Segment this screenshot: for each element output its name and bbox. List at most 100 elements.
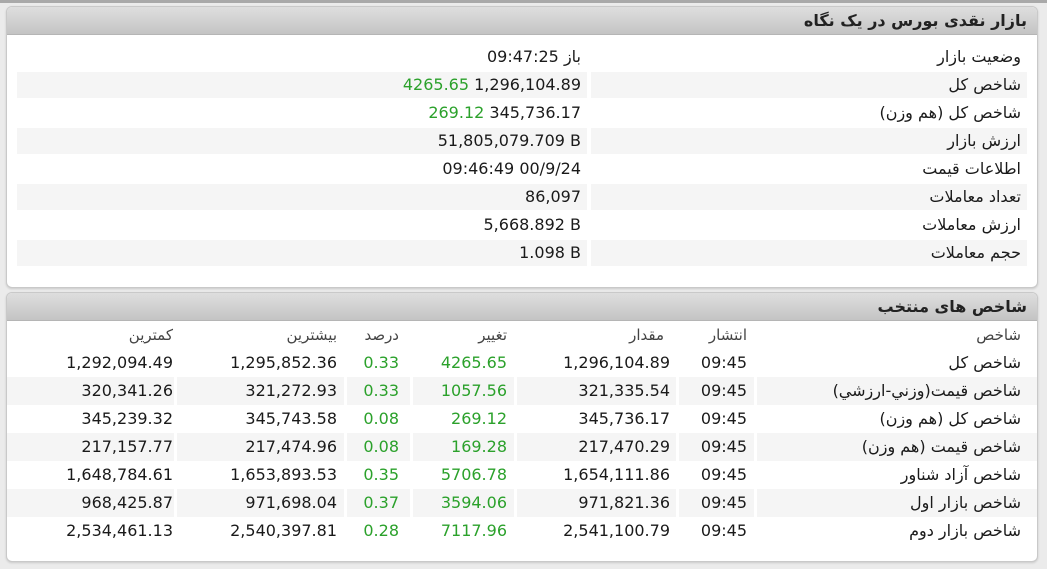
column-header-time[interactable]: انتشار	[708, 326, 747, 344]
summary-row: اطلاعات قیمت 09:46:49 00/9/24	[17, 156, 1027, 182]
summary-label: شاخص کل (هم وزن)	[879, 103, 1021, 122]
summary-row: ارزش بازار 51,805,079.709 B	[17, 128, 1027, 154]
cell-index-name: شاخص بازار دوم	[909, 521, 1021, 540]
summary-value-text: 5,668.892 B	[483, 215, 582, 234]
summary-row: شاخص کل 4265.65 1,296,104.89	[17, 72, 1027, 98]
cell-percent: 0.33	[363, 381, 399, 400]
summary-gap	[587, 44, 591, 70]
table-row[interactable]: شاخص آزاد شناور 09:45 1,654,111.86 5706.78 0…	[7, 461, 1037, 489]
cell-value: 1,654,111.86	[563, 465, 670, 484]
cell-index-name: شاخص قیمت (هم وزن)	[861, 437, 1021, 456]
cell-value: 2,541,100.79	[563, 521, 670, 540]
summary-gap	[587, 156, 591, 182]
summary-row: وضعیت بازار 09:47:25 باز	[17, 44, 1027, 70]
summary-gap	[587, 184, 591, 210]
cell-index-name: شاخص کل	[948, 353, 1021, 372]
column-header-low[interactable]: کمترین	[128, 326, 173, 344]
summary-label: وضعیت بازار	[937, 47, 1021, 66]
summary-value: 269.12 345,736.17	[17, 100, 587, 126]
cell-high: 1,295,852.36	[230, 353, 337, 372]
cell-index-name: شاخص کل (هم وزن)	[879, 409, 1021, 428]
table-row[interactable]: شاخص کل (هم وزن) 09:45 345,736.17 269.12 0.0…	[7, 405, 1037, 433]
column-header-value[interactable]: مقدار	[629, 326, 664, 344]
summary-label: حجم معاملات	[591, 240, 1027, 266]
cell-low: 968,425.87	[81, 493, 173, 512]
cell-low: 1,292,094.49	[66, 353, 173, 372]
cell-value: 971,821.36	[578, 493, 670, 512]
summary-row: حجم معاملات 1.098 B	[17, 240, 1027, 266]
summary-label: ارزش بازار	[591, 128, 1027, 154]
cell-change: 4265.65	[440, 353, 507, 372]
cell-change: 5706.78	[440, 465, 507, 484]
cell-low: 1,648,784.61	[66, 465, 173, 484]
column-header-name[interactable]: شاخص	[976, 326, 1021, 344]
summary-value: 51,805,079.709 B	[17, 128, 587, 154]
column-separator	[676, 347, 679, 561]
cell-percent: 0.37	[363, 493, 399, 512]
selected-indices-panel: شاخص های منتخب شاخص بازار دوم 09:45 2,541,…	[6, 292, 1038, 562]
summary-change: 269.12	[428, 103, 485, 122]
table-row[interactable]: شاخص قيمت(وزني-ارزشي) 09:45 321,335.54 1057…	[7, 377, 1037, 405]
cell-time: 09:45	[700, 465, 747, 484]
summary-gap	[587, 128, 591, 154]
cell-change: 3594.06	[440, 493, 507, 512]
summary-label: تعداد معاملات	[591, 184, 1027, 210]
cell-low: 2,534,461.13	[66, 521, 173, 540]
table-row[interactable]: شاخص بازار اول 09:45 971,821.36 3594.06 0.37…	[7, 489, 1037, 517]
table-row[interactable]: شاخص کل 09:45 1,296,104.89 4265.65 0.33 1,295…	[7, 349, 1037, 377]
cell-value: 321,335.54	[578, 381, 670, 400]
cell-change: 169.28	[451, 437, 507, 456]
cell-percent: 0.33	[363, 353, 399, 372]
table-row[interactable]: شاخص قیمت (هم وزن) 09:45 217,470.29 169.28 0…	[7, 433, 1037, 461]
column-separator	[754, 347, 757, 561]
summary-row: ارزش معاملات 5,668.892 B	[17, 212, 1027, 238]
table-row[interactable]: شاخص بازار دوم 09:45 2,541,100.79 7117.96 0.…	[7, 517, 1037, 545]
summary-label: شاخص کل	[591, 72, 1027, 98]
cell-high: 217,474.96	[245, 437, 337, 456]
cell-change: 7117.96	[440, 521, 507, 540]
cell-change: 1057.56	[440, 381, 507, 400]
cell-value: 345,736.17	[578, 409, 670, 428]
summary-gap	[587, 240, 591, 266]
cell-low: 320,341.26	[81, 381, 173, 400]
column-header-high[interactable]: بیشترین	[286, 326, 337, 344]
cell-low: 217,157.77	[81, 437, 173, 456]
summary-value: 86,097	[17, 184, 587, 210]
summary-gap	[587, 100, 591, 126]
cell-low: 345,239.32	[81, 409, 173, 428]
summary-label: ارزش معاملات	[922, 215, 1021, 234]
cell-index-name: شاخص بازار اول	[910, 493, 1021, 512]
cell-high: 1,653,893.53	[230, 465, 337, 484]
top-divider	[0, 0, 1047, 3]
cell-index-name: شاخص قيمت(وزني-ارزشي)	[832, 381, 1021, 400]
summary-gap	[587, 72, 591, 98]
market-summary-title: بازار نقدی بورس در یک نگاه	[7, 7, 1037, 35]
cell-value: 217,470.29	[578, 437, 670, 456]
summary-value: 1.098 B	[17, 240, 587, 266]
summary-value: 09:47:25 باز	[17, 44, 587, 70]
summary-change: 4265.65	[402, 75, 470, 94]
summary-value: 4265.65 1,296,104.89	[17, 72, 587, 98]
summary-value-text: 86,097	[525, 187, 581, 206]
summary-value-text: 09:47:25 باز	[486, 47, 581, 66]
summary-value-text: 345,736.17	[489, 103, 581, 122]
cell-percent: 0.28	[363, 521, 399, 540]
column-separator	[344, 347, 347, 561]
summary-value-text: 09:46:49 00/9/24	[442, 159, 581, 178]
cell-time: 09:45	[700, 493, 747, 512]
market-summary-panel: بازار نقدی بورس در یک نگاه وضعیت بازار 09…	[6, 6, 1038, 288]
cell-time: 09:45	[700, 437, 747, 456]
column-header-change[interactable]: تغییر	[478, 326, 507, 344]
column-header-percent[interactable]: درصد	[364, 326, 399, 344]
cell-change: 269.12	[451, 409, 507, 428]
summary-value-text: 51,805,079.709 B	[437, 131, 581, 150]
cell-high: 321,272.93	[245, 381, 337, 400]
cell-time: 09:45	[700, 353, 747, 372]
summary-value: 5,668.892 B	[17, 212, 587, 238]
summary-value: 09:46:49 00/9/24	[17, 156, 587, 182]
cell-time: 09:45	[700, 381, 747, 400]
summary-value-text: 1,296,104.89	[474, 75, 581, 94]
cell-high: 971,698.04	[245, 493, 337, 512]
indices-table: شاخص بازار دوم 09:45 2,541,100.79 7117.96 0.…	[7, 321, 1037, 561]
cell-value: 1,296,104.89	[563, 353, 670, 372]
